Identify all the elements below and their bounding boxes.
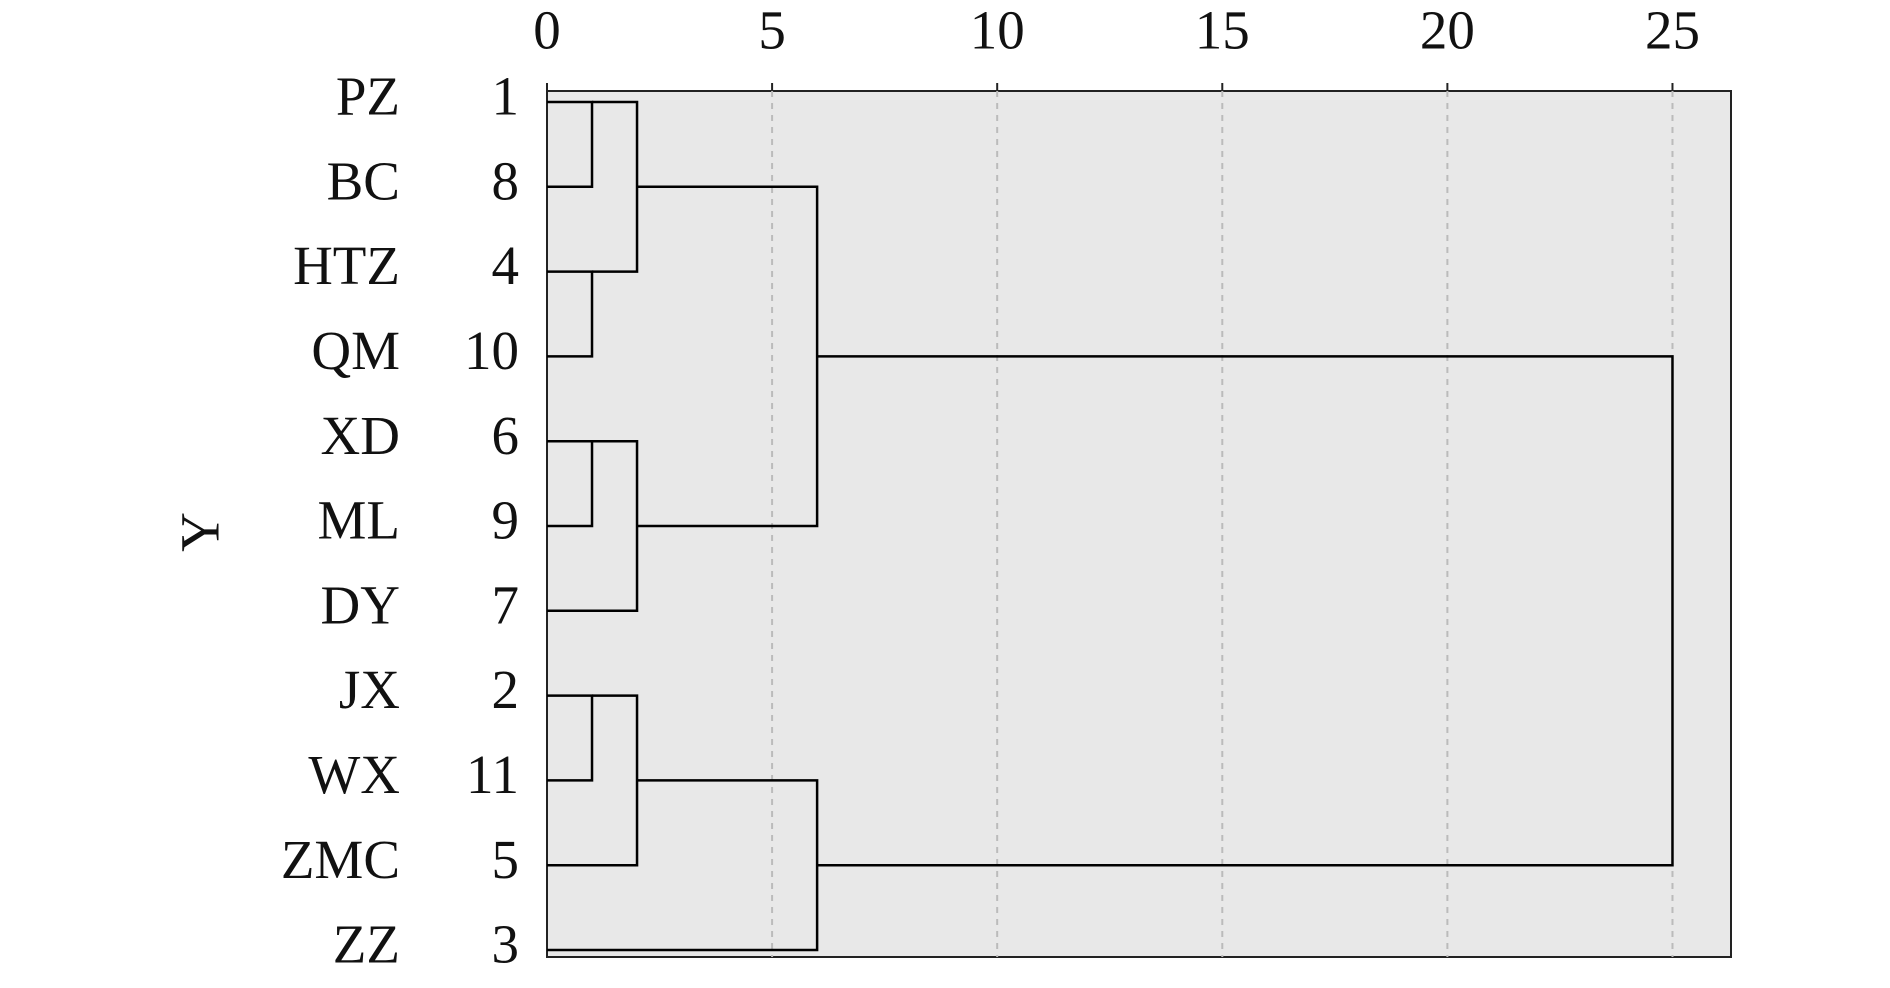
y-axis-label: Y — [170, 512, 231, 552]
leaf-number: 10 — [464, 320, 519, 381]
leaf-label: DY — [321, 574, 400, 635]
leaf-label: ZMC — [281, 829, 400, 890]
leaf-label: ML — [318, 490, 401, 551]
dendrogram-link — [547, 779, 819, 952]
x-tick-label: 25 — [1645, 0, 1700, 61]
leaf-label: XD — [321, 405, 400, 466]
x-tick-label: 0 — [533, 0, 561, 61]
x-tick-label: 5 — [758, 0, 786, 61]
dendrogram-link — [637, 185, 819, 528]
leaf-number: 11 — [466, 744, 519, 805]
leaf-number: 4 — [492, 235, 520, 296]
x-tick-label: 15 — [1195, 0, 1250, 61]
dendrogram-link — [547, 100, 594, 189]
leaf-number: 1 — [492, 66, 520, 127]
leaf-label: JX — [339, 659, 400, 720]
leaf-number: 9 — [492, 490, 520, 551]
leaf-label: QM — [311, 320, 400, 381]
leaf-number: 3 — [492, 914, 520, 975]
x-tick-label: 20 — [1420, 0, 1475, 61]
leaf-label: ZZ — [333, 914, 400, 975]
dendrogram-link — [817, 355, 1674, 867]
x-tick-label: 10 — [970, 0, 1025, 61]
leaf-number: 5 — [492, 829, 520, 890]
leaf-number: 2 — [492, 659, 520, 720]
dendrogram-link — [547, 694, 594, 782]
leaf-label: BC — [327, 150, 400, 211]
plot-area — [546, 90, 1732, 958]
dendrogram-link — [547, 439, 594, 528]
leaf-label: WX — [308, 744, 400, 805]
leaf-number: 8 — [492, 150, 520, 211]
leaf-label: HTZ — [293, 235, 400, 296]
leaf-number: 6 — [492, 405, 520, 466]
leaf-number: 7 — [492, 574, 520, 635]
dendrogram-link — [547, 270, 594, 358]
leaf-label: PZ — [336, 66, 400, 127]
